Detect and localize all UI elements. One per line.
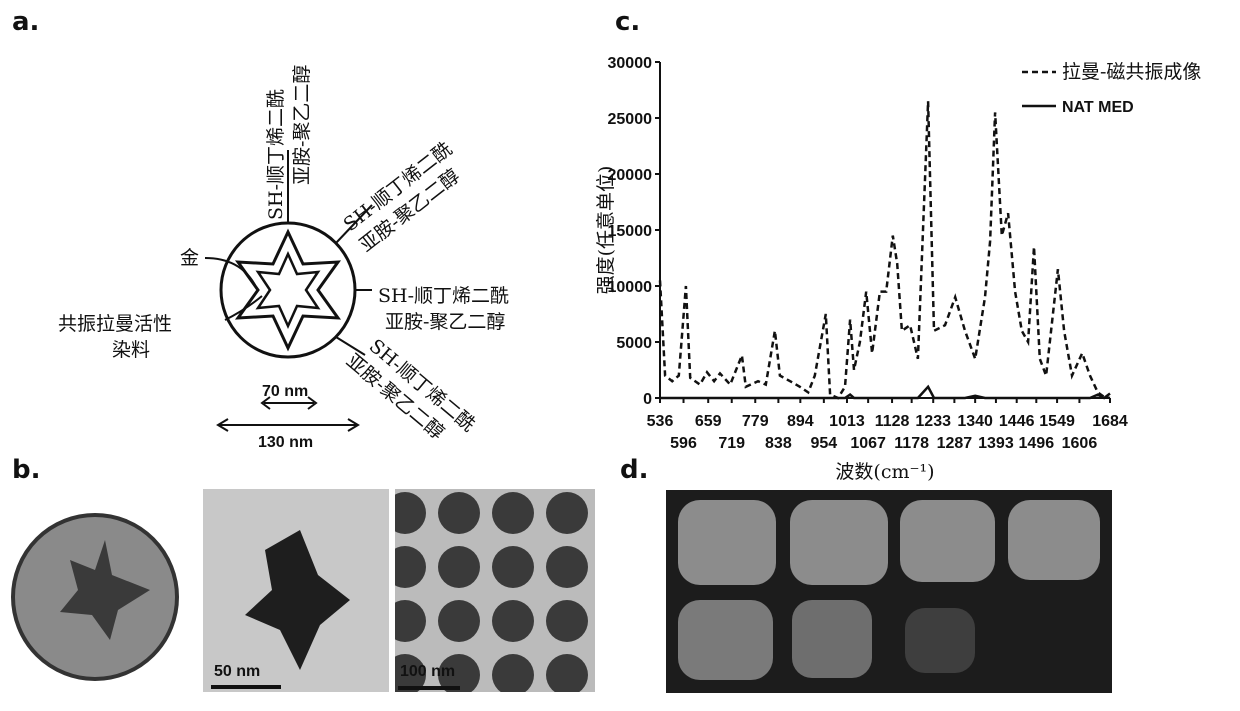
x-tick-label: 1340 <box>957 413 993 430</box>
x-tick-label: 894 <box>787 413 814 430</box>
y-tick-label: 30000 <box>608 55 653 72</box>
y-axis-label: 强度(任意单位) <box>595 166 617 295</box>
x-tick-label: 838 <box>765 435 792 452</box>
x-tick-label: 596 <box>670 435 697 452</box>
x-tick-label: 659 <box>695 413 722 430</box>
x-tick-label: 1496 <box>1019 435 1055 452</box>
x-tick-label: 954 <box>810 435 837 452</box>
x-tick-label: 1684 <box>1092 413 1128 430</box>
x-tick-label: 1067 <box>850 435 886 452</box>
x-tick-label: 1013 <box>829 413 865 430</box>
size-label: 70 nm <box>262 383 308 400</box>
x-tick-label: 536 <box>647 413 674 430</box>
ligand-label: 亚胺-聚乙二醇 <box>385 311 505 333</box>
legend-label: NAT MED <box>1062 99 1134 116</box>
figure: a. b. c. d. SH-顺丁烯二酰 亚胺-聚乙二醇 SH-顺丁烯二酰 亚胺… <box>0 0 1240 707</box>
scale-bar-label: 100 nm <box>400 663 455 680</box>
x-tick-label: 1446 <box>999 413 1035 430</box>
x-tick-label: 1393 <box>978 435 1014 452</box>
dye-label: 共振拉曼活性 <box>58 313 172 335</box>
scale-bar-label: 50 nm <box>214 663 260 680</box>
gold-label: 金 <box>180 247 199 269</box>
panel-label: b. <box>12 455 41 485</box>
x-tick-label: 1287 <box>937 435 973 452</box>
ligand-label: SH-顺丁烯二酰 <box>265 89 287 220</box>
series-line <box>660 387 1110 398</box>
legend-label: 拉曼-磁共振成像 <box>1062 61 1201 83</box>
y-tick-label: 25000 <box>608 111 653 128</box>
micrographs: 50 nm 100 nm <box>13 489 595 692</box>
size-label: 130 nm <box>258 434 313 451</box>
series-line <box>660 101 1110 398</box>
panel-label: a. <box>12 7 39 37</box>
x-tick-label: 1178 <box>894 435 929 452</box>
ligand-label: SH-顺丁烯二酰 <box>378 285 509 307</box>
ligand-label: 亚胺-聚乙二醇 <box>291 65 313 185</box>
dye-label: 染料 <box>112 339 150 361</box>
x-tick-label: 779 <box>742 413 769 430</box>
raman-chart: 0500010000150002000025000300005365966597… <box>595 55 1201 483</box>
x-tick-label: 1128 <box>875 413 910 430</box>
x-axis-label: 波数(cm⁻¹) <box>835 461 934 483</box>
mri-image <box>666 490 1112 693</box>
x-tick-label: 1549 <box>1039 413 1075 430</box>
panel-label: c. <box>615 7 640 37</box>
y-tick-label: 5000 <box>616 335 652 352</box>
y-tick-label: 0 <box>643 391 652 408</box>
x-tick-label: 719 <box>718 435 745 452</box>
x-tick-label: 1606 <box>1062 435 1098 452</box>
panel-label: d. <box>620 455 649 485</box>
x-tick-label: 1233 <box>915 413 951 430</box>
